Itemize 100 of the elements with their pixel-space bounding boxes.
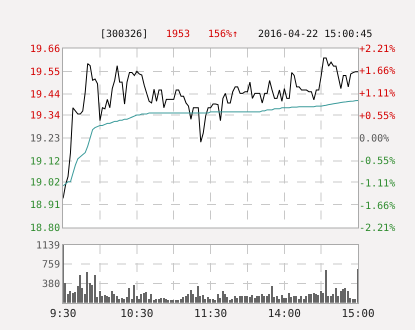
text: 156%↑ <box>208 29 238 40</box>
bar <box>234 296 236 303</box>
y-tick-label: 759 <box>42 260 60 271</box>
bar <box>344 288 346 303</box>
bar <box>283 298 286 303</box>
bar <box>325 270 328 303</box>
x-tick-label: 9:30 <box>50 306 76 320</box>
bar <box>254 298 256 303</box>
x-tick-label: 11:30 <box>194 306 228 320</box>
bar <box>313 292 316 303</box>
bar <box>308 294 310 303</box>
bar <box>104 294 106 303</box>
bar <box>263 296 266 303</box>
text: 2016-04-22 15:00:45 <box>258 29 372 40</box>
bar <box>128 288 130 303</box>
y2-tick-label: -2.21% <box>359 223 396 234</box>
y-tick-label: 380 <box>42 278 60 290</box>
bar <box>340 290 342 303</box>
bar <box>163 298 166 303</box>
y2-tick-label: 0.00% <box>359 133 390 144</box>
bar <box>180 298 182 303</box>
y2-tick-label: -0.55% <box>359 156 396 167</box>
y2-tick-label: -1.11% <box>359 178 396 190</box>
bar <box>256 296 258 303</box>
y-tick-label: 19.55 <box>30 66 60 78</box>
bar <box>276 296 278 303</box>
bar <box>330 296 332 303</box>
bar <box>271 286 274 303</box>
bar <box>72 292 74 303</box>
bar <box>258 296 260 303</box>
x-tick-label: 15:00 <box>342 306 375 320</box>
y-tick-label: 18.91 <box>30 200 60 212</box>
y2-tick-label: +0.55% <box>359 111 396 122</box>
y-tick-label: 1139 <box>36 240 60 252</box>
bar <box>266 296 268 303</box>
bar <box>239 296 242 303</box>
bar <box>335 288 338 303</box>
bar <box>113 294 116 303</box>
bar <box>111 290 114 303</box>
line-series <box>63 100 358 186</box>
bar <box>158 298 160 303</box>
bar <box>69 290 72 303</box>
bar <box>300 296 302 303</box>
bar <box>222 290 224 303</box>
bar <box>241 296 244 303</box>
bar <box>244 296 246 303</box>
bar <box>261 294 264 303</box>
bar <box>315 294 318 303</box>
bar <box>295 296 298 303</box>
bar <box>305 296 308 303</box>
bar <box>317 294 320 303</box>
y-tick-label: 18.80 <box>30 223 60 234</box>
bar <box>278 298 280 303</box>
bar <box>197 286 200 303</box>
bar <box>86 272 88 303</box>
y-tick-label: 19.66 <box>30 44 60 55</box>
x-tick-label: 14:00 <box>268 306 301 320</box>
bar <box>236 298 238 303</box>
y-tick-label: 19.44 <box>30 90 60 101</box>
bar <box>298 298 300 303</box>
bar <box>118 298 120 303</box>
bar <box>226 296 228 303</box>
bar <box>133 284 136 303</box>
bar <box>303 298 306 303</box>
y2-tick-label: +2.21% <box>359 44 396 55</box>
bar <box>160 298 162 303</box>
x-tick-label: 10:30 <box>120 306 154 320</box>
y2-tick-label: +1.66% <box>359 66 396 78</box>
bar <box>121 298 124 303</box>
y2-tick-label: +1.11% <box>359 88 396 100</box>
bar <box>209 298 212 303</box>
bar <box>251 294 254 303</box>
bar <box>182 296 184 303</box>
bar <box>116 296 118 303</box>
bar <box>190 290 192 303</box>
bar <box>187 294 190 303</box>
bar <box>192 294 194 303</box>
text: 1953 <box>166 29 190 40</box>
bar <box>204 298 206 303</box>
y2-tick-label: -1.66% <box>359 200 396 212</box>
bar <box>217 294 220 303</box>
bar <box>140 294 142 303</box>
bar <box>150 294 152 303</box>
bar <box>99 290 102 303</box>
bar <box>320 290 322 303</box>
bar <box>143 292 146 303</box>
y-tick-label: 19.34 <box>30 110 60 122</box>
bar <box>288 292 290 303</box>
bar <box>347 290 350 303</box>
bar <box>185 296 188 303</box>
bar <box>123 298 126 303</box>
bar <box>293 296 296 303</box>
bar <box>342 288 344 303</box>
bar <box>94 274 96 303</box>
bar <box>352 298 354 303</box>
bar <box>290 296 292 303</box>
y-tick-label: 19.02 <box>30 177 60 188</box>
bar <box>207 296 210 303</box>
line-series <box>63 57 358 199</box>
bar <box>249 296 252 303</box>
